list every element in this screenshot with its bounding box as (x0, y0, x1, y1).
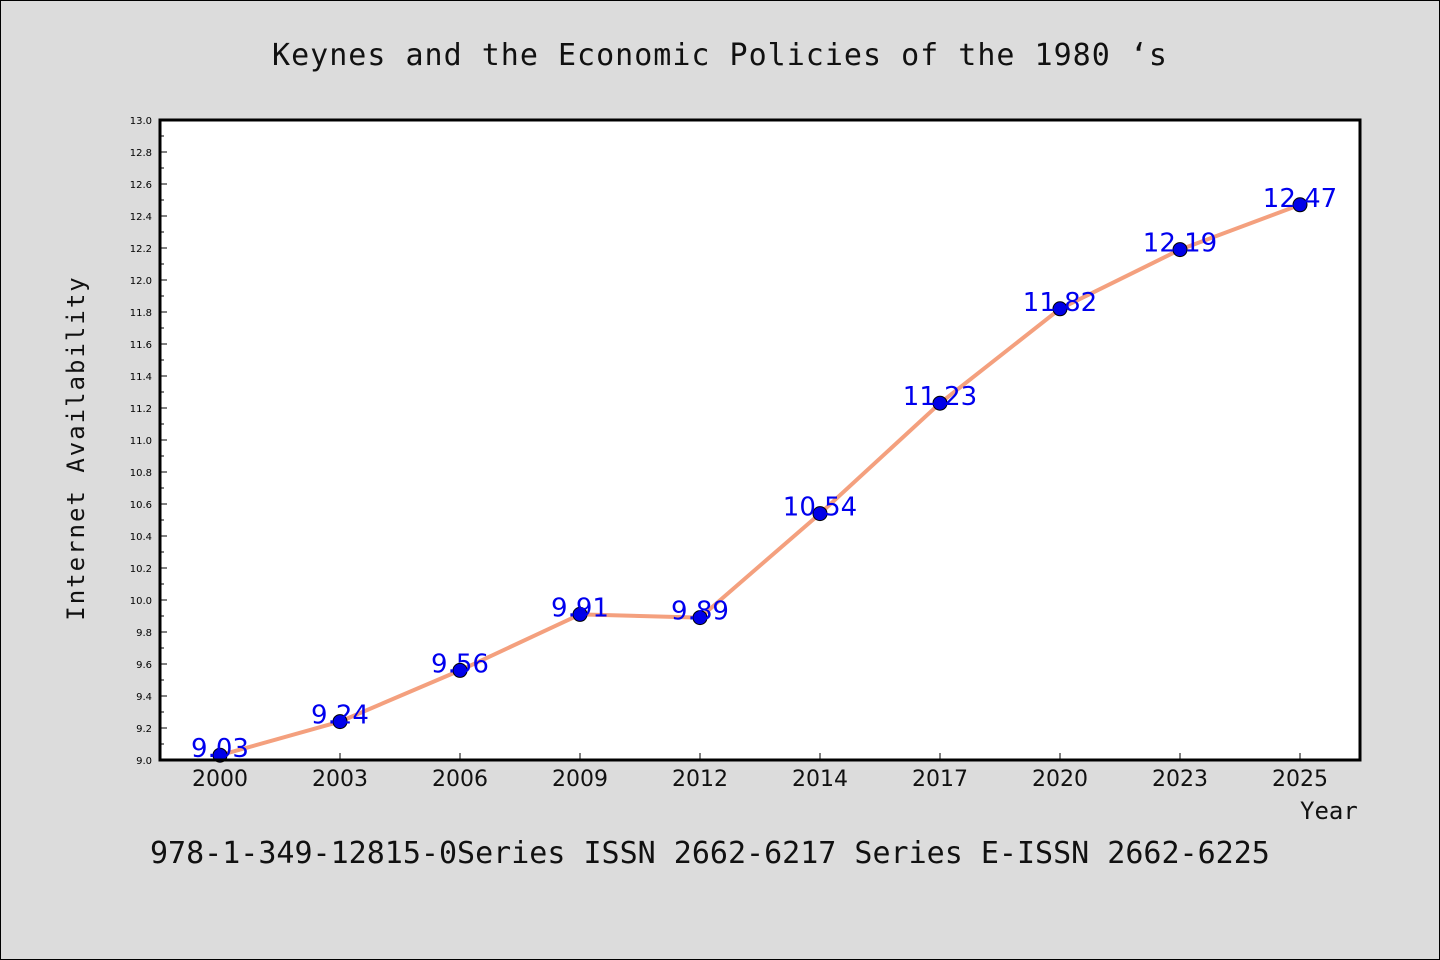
y-tick-label: 12.2 (130, 244, 152, 255)
y-tick-label: 10.4 (130, 532, 152, 543)
data-point-marker (452, 662, 468, 678)
data-point-marker (572, 606, 588, 622)
y-tick-label: 9.8 (136, 628, 152, 639)
data-label: 9.56 (431, 649, 489, 679)
y-tick-label: 11.8 (130, 308, 152, 319)
y-tick-label: 10.0 (130, 596, 152, 607)
data-label: 11.82 (1023, 288, 1097, 318)
x-tick-label: 2023 (1152, 767, 1208, 792)
data-label: 9.24 (311, 701, 369, 731)
y-tick-label: 12.4 (130, 212, 152, 223)
data-point-marker (1172, 242, 1188, 258)
x-axis-title: Year (1300, 797, 1358, 825)
y-tick-label: 13.0 (130, 116, 152, 127)
x-tick-label: 2017 (912, 767, 968, 792)
x-tick-label: 2006 (432, 767, 488, 792)
x-tick-label: 2020 (1032, 767, 1088, 792)
x-tick-label: 2009 (552, 767, 608, 792)
y-tick-label: 12.6 (130, 180, 152, 191)
data-point-marker (692, 610, 708, 626)
data-point-marker (1052, 301, 1068, 317)
isbn-issn-footer: 978-1-349-12815-0Series ISSN 2662-6217 S… (150, 836, 1270, 871)
data-label: 12.47 (1263, 184, 1337, 214)
y-tick-label: 11.0 (130, 436, 152, 447)
y-tick-label: 10.2 (130, 564, 152, 575)
y-tick-label: 11.4 (130, 372, 152, 383)
x-tick-label: 2000 (192, 767, 248, 792)
y-axis-title: Internet Availability (62, 275, 90, 621)
y-tick-label: 10.8 (130, 468, 152, 479)
y-tick-label: 9.4 (136, 692, 152, 703)
plot-area (160, 120, 1360, 760)
data-point-marker (1292, 197, 1308, 213)
x-tick-label: 2025 (1272, 767, 1328, 792)
data-point-marker (332, 714, 348, 730)
x-tick-label: 2003 (312, 767, 368, 792)
y-tick-label: 9.6 (136, 660, 152, 671)
data-label: 9.89 (671, 597, 729, 627)
chart-title: Keynes and the Economic Policies of the … (272, 38, 1168, 73)
y-tick-label: 11.2 (130, 404, 152, 415)
y-tick-label: 9.0 (136, 756, 152, 767)
x-tick-label: 2014 (792, 767, 848, 792)
y-tick-label: 12.8 (130, 148, 152, 159)
y-tick-label: 9.2 (136, 724, 152, 735)
data-point-marker (932, 395, 948, 411)
data-point-marker (812, 506, 828, 522)
y-tick-label: 12.0 (130, 276, 152, 287)
x-tick-label: 2012 (672, 767, 728, 792)
data-label: 11.23 (903, 382, 977, 412)
plot-border (158, 118, 1362, 762)
data-label: 9.91 (551, 593, 609, 623)
y-tick-label: 10.6 (130, 500, 152, 511)
series-line (218, 202, 1302, 758)
data-label: 10.54 (783, 493, 857, 523)
data-label: 12.19 (1143, 229, 1217, 259)
y-tick-label: 11.6 (130, 340, 152, 351)
